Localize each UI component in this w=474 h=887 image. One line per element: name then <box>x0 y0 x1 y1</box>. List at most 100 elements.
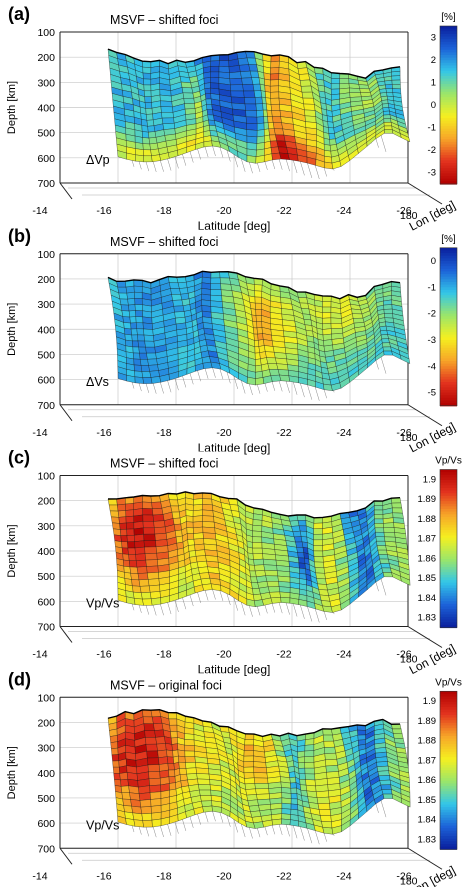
surface-cell <box>160 100 173 108</box>
surface-cell <box>240 70 252 79</box>
surface-cell <box>383 527 395 533</box>
surface-cell <box>265 97 272 105</box>
colorbar-step <box>440 400 457 404</box>
surface-cell <box>276 363 289 371</box>
surface-cell <box>107 498 118 506</box>
surface-cell <box>297 552 305 559</box>
surface-cell <box>322 827 333 835</box>
colorbar-step <box>440 704 457 708</box>
colorbar-tick-label: 1.86 <box>418 553 437 564</box>
surface-cell <box>146 565 159 574</box>
colorbar-step <box>440 157 457 161</box>
surface-top-edge <box>107 270 401 300</box>
surface-cell <box>254 290 262 298</box>
surface-top-edge <box>107 709 401 738</box>
surface-cell <box>142 598 153 606</box>
surface-cell <box>313 545 323 552</box>
colorbar-step <box>440 572 457 576</box>
surface-cell <box>167 763 175 771</box>
surface-cell <box>122 553 130 561</box>
colorbar-step <box>440 527 457 531</box>
colorbar-tick-label: -3 <box>428 335 436 346</box>
surface-cell <box>161 112 174 119</box>
surface-cell <box>256 321 263 329</box>
colorbar-step <box>440 477 457 481</box>
floor-left-edge <box>59 404 73 422</box>
surface-cell <box>193 498 203 506</box>
surface-cell <box>330 317 342 324</box>
surface-cell <box>165 743 173 751</box>
surface-cell <box>383 122 392 127</box>
surface-cell <box>140 365 150 372</box>
colorbar-tick-label: 1.9 <box>423 474 436 485</box>
colorbar-step <box>440 397 457 402</box>
surface-cell <box>202 805 213 813</box>
surface-cell <box>126 522 135 530</box>
surface-cell <box>256 142 265 151</box>
surface-cell <box>323 740 335 748</box>
surface-cell <box>148 364 159 372</box>
surface-cell <box>244 777 255 785</box>
surface-cell <box>252 321 258 329</box>
surface-cell <box>149 584 161 593</box>
surface-cell <box>148 777 161 786</box>
surface-cell <box>301 536 308 543</box>
depth-tick-label: 400 <box>37 324 55 336</box>
latitude-tick-label: -24 <box>336 205 351 217</box>
colorbar-step <box>440 112 457 117</box>
surface-cell <box>128 304 136 312</box>
colorbar: Vp/Vs 1.9 1.89 1.88 1.87 1.86 1.85 1.84 1.83 <box>418 456 462 629</box>
colorbar-step <box>440 342 457 346</box>
colorbar-step <box>440 743 457 748</box>
surface-cell <box>376 761 389 767</box>
surface-cell <box>160 106 174 113</box>
surface-cell <box>187 539 195 546</box>
surface-cell <box>256 135 265 144</box>
surface-cell <box>142 709 153 718</box>
surface-cell <box>250 308 257 316</box>
surface-cell <box>384 125 393 130</box>
colorbar-step <box>440 793 457 798</box>
surface-cell <box>379 779 391 786</box>
colorbar-tick-label: 1.89 <box>418 494 437 505</box>
surface-cell <box>202 504 214 511</box>
surface-cell <box>167 756 175 764</box>
surface-cell <box>109 735 118 743</box>
surface-cell <box>375 536 386 542</box>
colorbar-step <box>440 585 457 589</box>
surface-cell <box>159 94 172 102</box>
surface-cell <box>154 533 168 541</box>
tomography-surface <box>107 48 411 180</box>
colorbar-step <box>440 545 457 550</box>
surface-cell <box>132 346 140 354</box>
surface-cell <box>245 110 258 118</box>
colorbar-step <box>440 535 457 539</box>
lon-axis-line <box>407 404 443 427</box>
surface-cell <box>193 532 204 540</box>
surface-cell <box>326 115 334 123</box>
surface-cell <box>271 818 282 826</box>
latitude-tick-label: -24 <box>336 649 351 661</box>
colorbar-step <box>440 788 457 792</box>
surface-cell <box>206 104 213 110</box>
surface-cell <box>281 808 292 815</box>
surface-cell <box>148 131 157 139</box>
colorbar-step <box>440 720 457 724</box>
surface-cell <box>150 798 162 807</box>
surface-cell <box>167 712 177 720</box>
surface-cell <box>125 509 134 517</box>
colorbar-step <box>440 754 457 758</box>
surface-cell <box>384 313 394 319</box>
colorbar-step <box>440 469 457 473</box>
surface-cell <box>301 91 314 99</box>
surface-cell <box>139 585 151 593</box>
surface-cell <box>174 311 186 319</box>
latitude-tick-label: -26 <box>396 649 411 661</box>
colorbar-step <box>440 332 457 336</box>
surface-cell <box>170 288 181 295</box>
surface-cell <box>143 78 151 86</box>
surface-cell <box>184 744 195 752</box>
surface-cell <box>270 597 282 604</box>
surface-cell <box>289 520 300 527</box>
